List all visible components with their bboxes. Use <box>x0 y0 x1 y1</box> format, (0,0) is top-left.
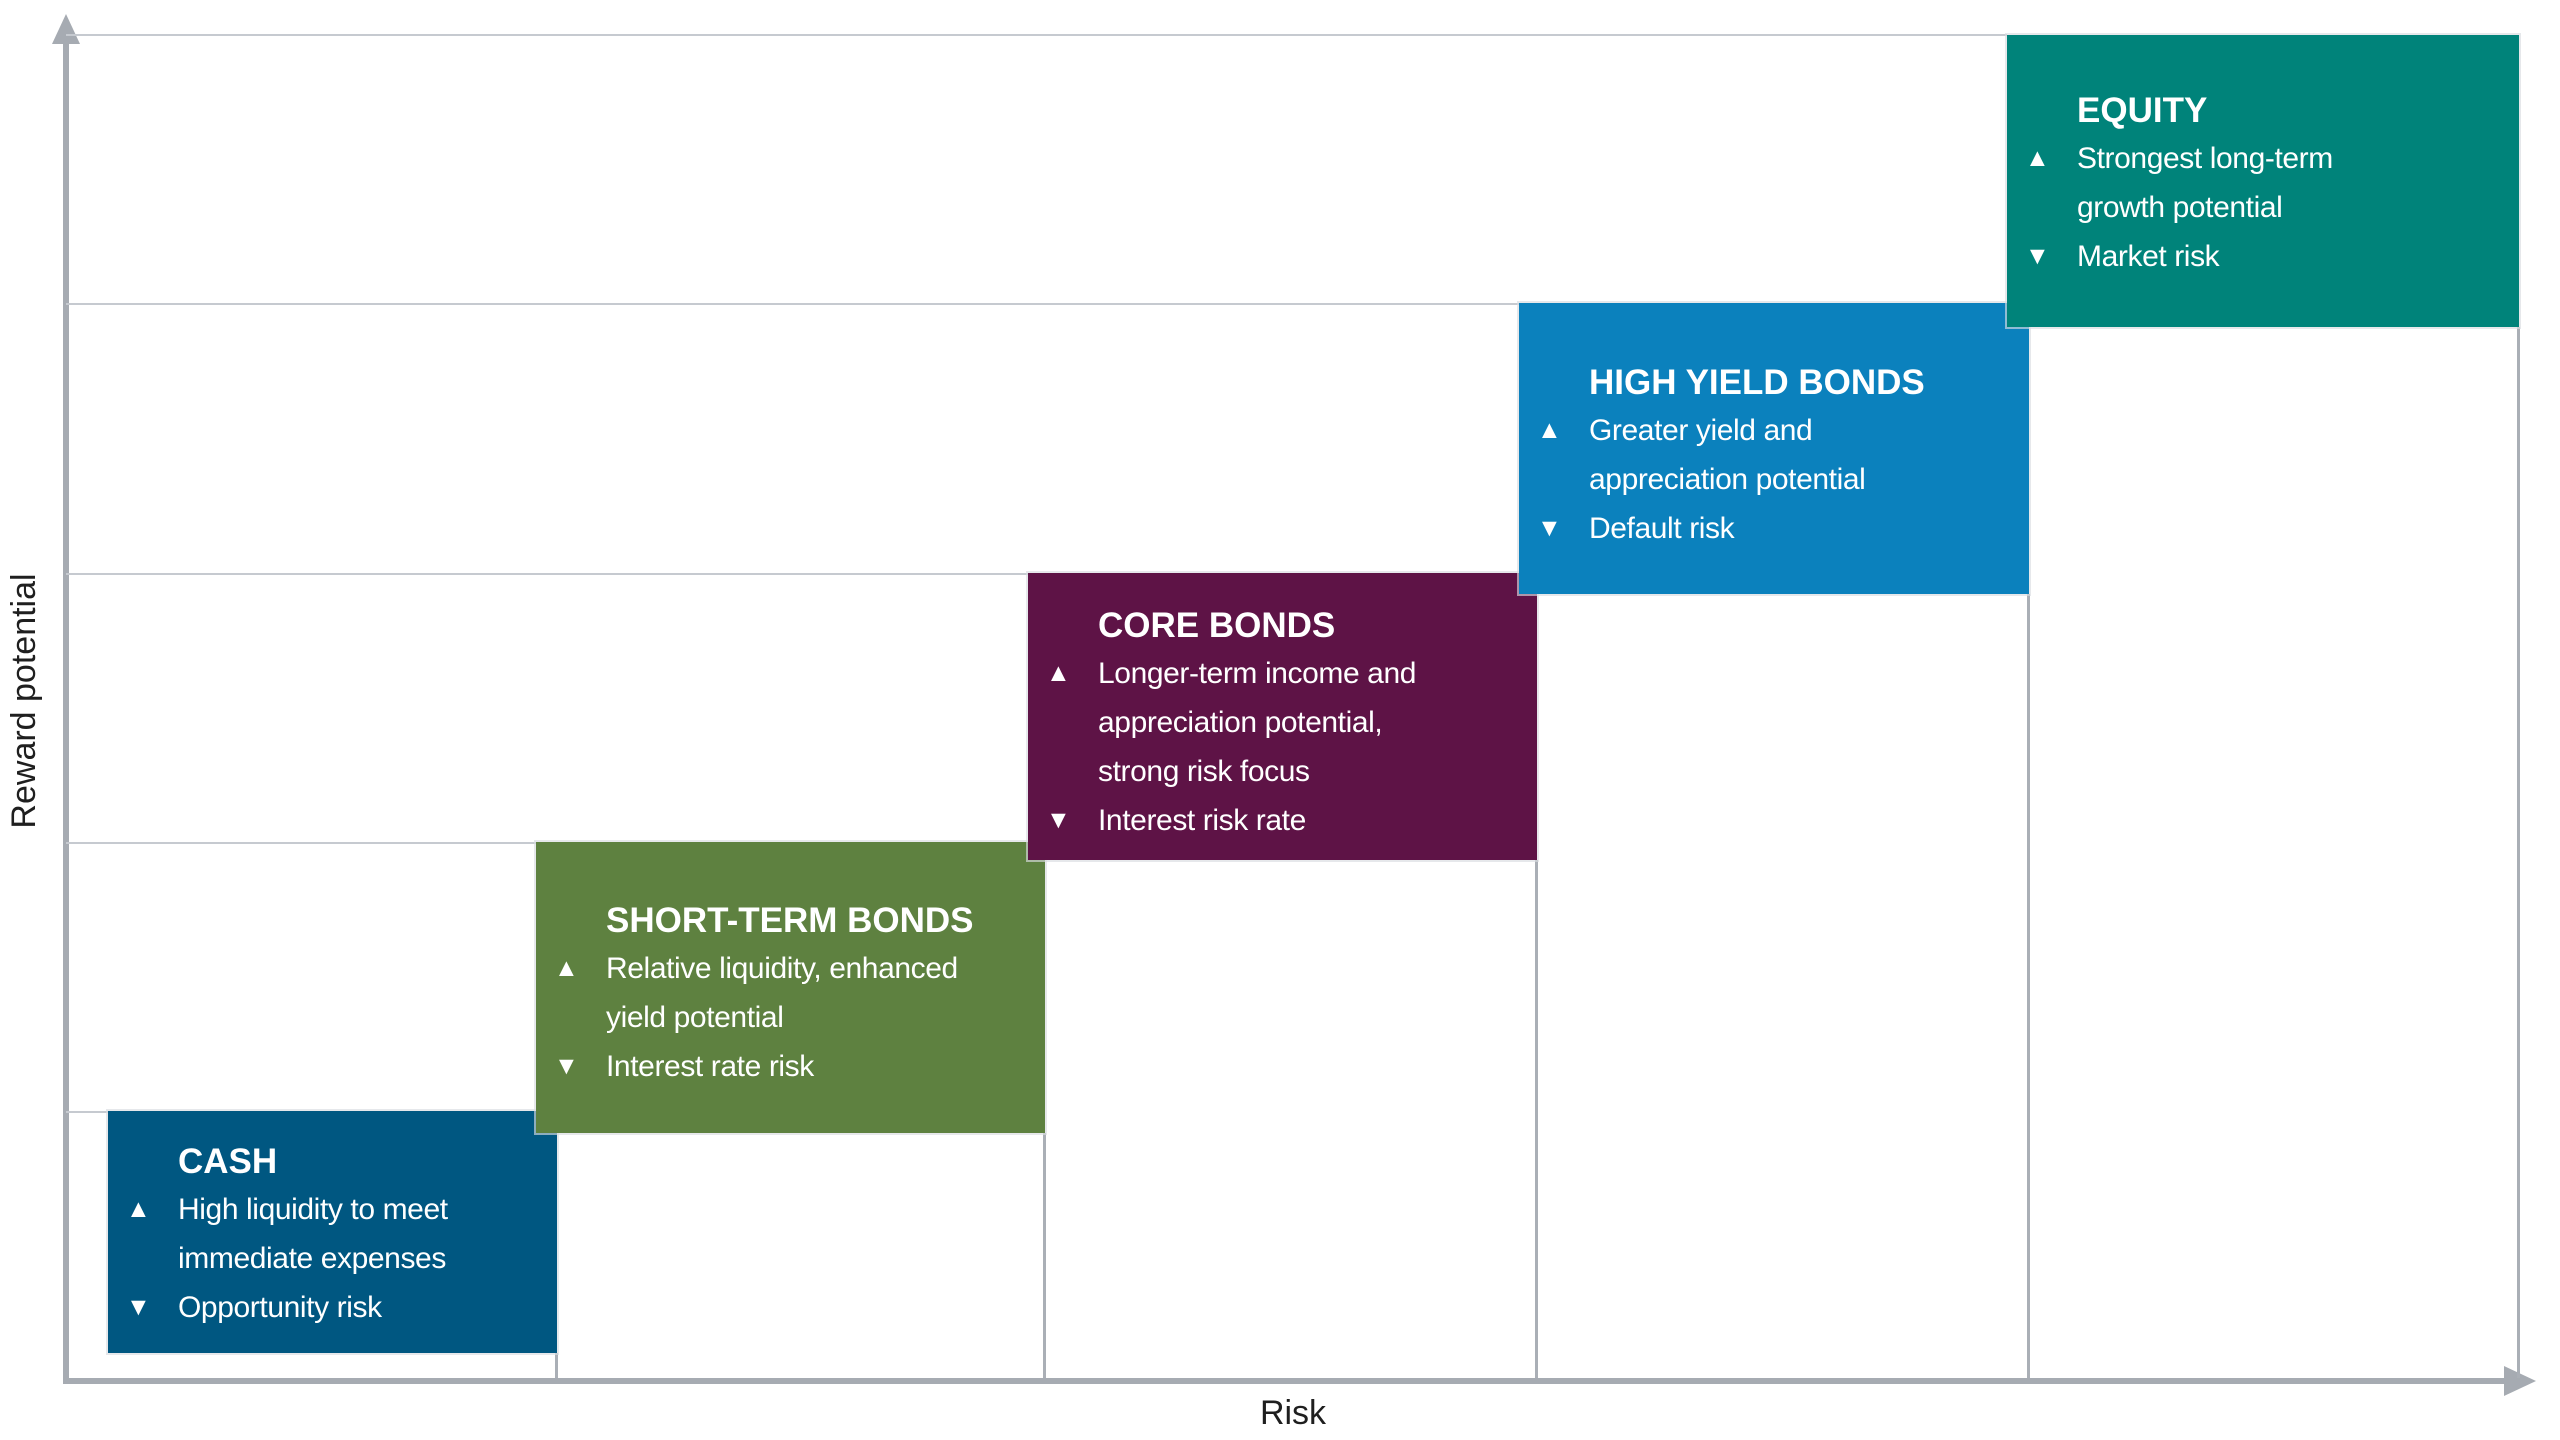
up-triangle-icon: ▲ <box>554 954 579 982</box>
down-triangle-icon: ▼ <box>1046 806 1071 834</box>
box-high-yield-bonds-risk-row: ▼ Default risk <box>1537 504 2015 553</box>
gridline-equity-level <box>66 34 2007 36</box>
gridline-short-term-level <box>66 842 536 844</box>
box-equity-title: EQUITY <box>2077 91 2208 130</box>
box-cash-content: CASH ▲ High liquidity to meet immediate … <box>108 1111 557 1332</box>
box-short-term-bonds-advantage-text: Relative liquidity, enhanced yield poten… <box>606 952 958 1034</box>
x-axis-line <box>63 1378 2510 1384</box>
box-core-bonds-content: CORE BONDS ▲ Longer-term income and appr… <box>1028 573 1537 845</box>
box-core-bonds-advantage-row: ▲ Longer-term income and appreciation po… <box>1046 649 1523 796</box>
gridline-high-yield-level <box>66 303 1519 305</box>
up-triangle-icon: ▲ <box>126 1195 151 1223</box>
dropline-equity <box>2517 327 2520 1378</box>
y-axis-arrowhead-icon <box>52 14 80 44</box>
down-triangle-icon: ▼ <box>2025 242 2050 270</box>
dropline-high-yield-bonds <box>2027 594 2030 1378</box>
box-short-term-bonds-advantage-row: ▲ Relative liquidity, enhanced yield pot… <box>554 944 1031 1042</box>
box-cash-risk-text: Opportunity risk <box>178 1291 382 1324</box>
box-high-yield-bonds-advantage-row: ▲ Greater yield and appreciation potenti… <box>1537 406 2015 504</box>
box-high-yield-bonds-content: HIGH YIELD BONDS ▲ Greater yield and app… <box>1519 303 2029 553</box>
down-triangle-icon: ▼ <box>1537 514 1562 542</box>
down-triangle-icon: ▼ <box>126 1293 151 1321</box>
up-triangle-icon: ▲ <box>2025 144 2050 172</box>
down-triangle-icon: ▼ <box>554 1052 579 1080</box>
box-equity-risk-row: ▼ Market risk <box>2025 232 2505 281</box>
y-axis-line <box>63 34 69 1384</box>
gridline-cash-level <box>66 1111 108 1113</box>
gridline-core-bonds-level <box>66 573 1028 575</box>
box-equity-advantage-text: Strongest long-term growth potential <box>2077 142 2333 224</box>
box-core-bonds-risk-row: ▼ Interest risk rate <box>1046 796 1523 845</box>
box-equity-risk-text: Market risk <box>2077 240 2220 273</box>
box-core-bonds-risk-text: Interest risk rate <box>1098 804 1306 837</box>
box-high-yield-bonds: HIGH YIELD BONDS ▲ Greater yield and app… <box>1519 303 2029 594</box>
box-short-term-bonds-risk-text: Interest rate risk <box>606 1050 814 1083</box>
box-equity-content: EQUITY ▲ Strongest long-term growth pote… <box>2007 35 2519 281</box>
dropline-short-term-bonds <box>1043 1133 1046 1378</box>
box-cash-advantage-text: High liquidity to meet immediate expense… <box>178 1193 448 1275</box>
box-core-bonds-title: CORE BONDS <box>1098 606 1336 645</box>
box-short-term-bonds-content: SHORT-TERM BONDS ▲ Relative liquidity, e… <box>536 842 1045 1091</box>
dropline-cash <box>555 1353 558 1378</box>
y-axis-label: Reward potential <box>5 573 43 829</box>
x-axis-label: Risk <box>1259 1394 1327 1432</box>
box-equity: EQUITY ▲ Strongest long-term growth pote… <box>2007 35 2519 327</box>
up-triangle-icon: ▲ <box>1046 659 1071 687</box>
box-cash: CASH ▲ High liquidity to meet immediate … <box>108 1111 557 1353</box>
x-axis-arrowhead-icon <box>2504 1366 2536 1396</box>
box-cash-risk-row: ▼ Opportunity risk <box>126 1283 543 1332</box>
box-short-term-bonds: SHORT-TERM BONDS ▲ Relative liquidity, e… <box>536 842 1045 1133</box>
dropline-core-bonds <box>1535 860 1538 1378</box>
up-triangle-icon: ▲ <box>1537 416 1562 444</box>
box-short-term-bonds-risk-row: ▼ Interest rate risk <box>554 1042 1031 1091</box>
box-cash-advantage-row: ▲ High liquidity to meet immediate expen… <box>126 1185 543 1283</box>
box-core-bonds-advantage-text: Longer-term income and appreciation pote… <box>1098 657 1417 788</box>
box-high-yield-bonds-title: HIGH YIELD BONDS <box>1589 363 1925 402</box>
box-high-yield-bonds-risk-text: Default risk <box>1589 512 1735 545</box>
box-core-bonds: CORE BONDS ▲ Longer-term income and appr… <box>1028 573 1537 860</box>
box-cash-title: CASH <box>178 1142 278 1181</box>
box-equity-advantage-row: ▲ Strongest long-term growth potential <box>2025 134 2505 232</box>
box-high-yield-bonds-advantage-text: Greater yield and appreciation potential <box>1589 414 1866 496</box>
box-short-term-bonds-title: SHORT-TERM BONDS <box>606 901 974 940</box>
